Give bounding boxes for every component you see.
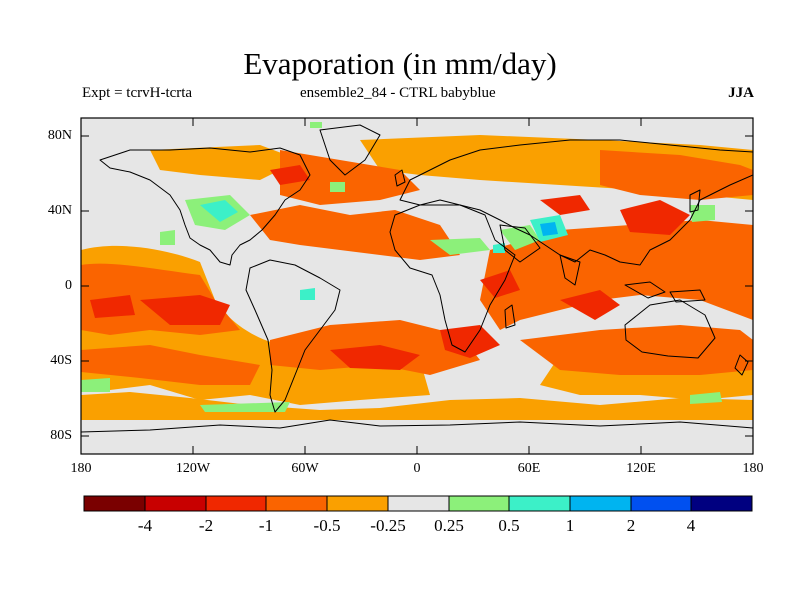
colorbar-box-11 — [691, 496, 752, 511]
colorbar-label-6: 0.25 — [434, 516, 464, 535]
colorbar-box-5 — [327, 496, 388, 511]
colorbar-label-8: 1 — [565, 516, 575, 535]
colorbar-box-8 — [509, 496, 570, 511]
colorbar-label-5: -0.25 — [370, 516, 406, 535]
coastlines — [81, 124, 753, 433]
colorbar-label-1: -4 — [137, 516, 153, 535]
colorbar-box-6 — [388, 496, 449, 511]
lon-label-60e: 60E — [517, 461, 541, 476]
colorbar-label-10: 4 — [686, 516, 696, 535]
lat-label-80s: 80S — [50, 428, 72, 443]
colorbar-box-3 — [206, 496, 266, 511]
axis-ticks — [81, 118, 753, 454]
strong-negative-regions — [90, 165, 690, 370]
colorbar-label-4: -0.5 — [313, 516, 341, 535]
colorbar-label-3: -1 — [258, 516, 274, 535]
colorbar-box-2 — [145, 496, 206, 511]
colorbar-box-4 — [266, 496, 327, 511]
colorbar-box-9 — [570, 496, 631, 511]
season-label: JJA — [728, 85, 754, 101]
colorbar-box-7 — [449, 496, 509, 511]
lat-label-80n: 80N — [47, 128, 72, 143]
ensemble-label: ensemble2_84 - CTRL babyblue — [300, 85, 496, 101]
lat-label-40s: 40S — [50, 353, 72, 368]
experiment-label: Expt = tcrvH-tcrta — [82, 85, 193, 101]
map-field — [81, 118, 753, 454]
plot-title: Evaporation (in mm/day) — [243, 46, 557, 81]
colorbar-box-1 — [84, 496, 145, 511]
lon-label-0: 0 — [413, 461, 421, 476]
strong-positive-regions — [540, 222, 558, 236]
colorbar — [83, 495, 753, 512]
weak-positive-regions — [81, 122, 722, 412]
colorbar-label-2: -2 — [198, 516, 214, 535]
colorbar-label-7: 0.5 — [498, 516, 520, 535]
lon-label-120w: 120W — [175, 461, 211, 476]
colorbar-box-10 — [631, 496, 691, 511]
colorbar-label-9: 2 — [626, 516, 636, 535]
lon-label-180-right: 180 — [742, 461, 764, 476]
lat-label-40n: 40N — [47, 203, 72, 218]
lon-label-180-left: 180 — [70, 461, 92, 476]
lat-label-0: 0 — [65, 278, 72, 293]
lon-label-120e: 120E — [626, 461, 656, 476]
lon-label-60w: 60W — [291, 461, 319, 476]
moderate-negative-regions — [81, 150, 753, 385]
